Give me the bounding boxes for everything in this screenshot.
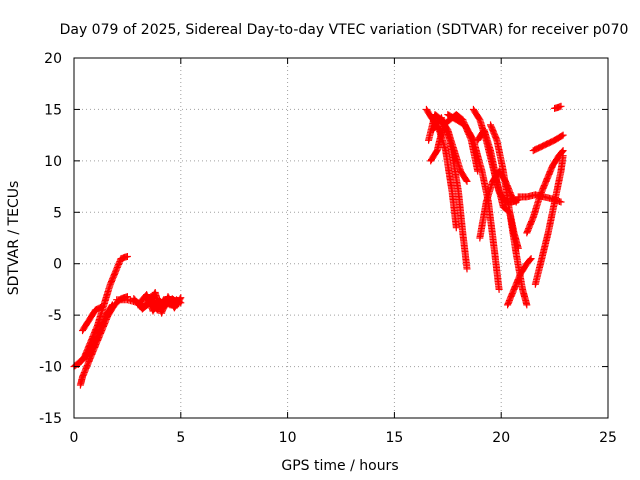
x-tick-label: 10	[279, 430, 297, 446]
y-tick-label: -5	[48, 308, 62, 324]
y-tick-label: -15	[39, 411, 62, 427]
series-10	[429, 114, 471, 273]
series-18	[523, 147, 567, 237]
y-tick-label: 15	[44, 102, 62, 118]
series-19-markers	[531, 152, 567, 288]
series-1-markers	[74, 253, 131, 369]
plot-frame	[73, 57, 609, 419]
series-6-markers	[134, 291, 183, 315]
series-6	[134, 291, 183, 315]
grid-lines	[74, 58, 608, 418]
series-16-markers	[504, 255, 535, 309]
y-tick-label: 0	[53, 257, 62, 273]
x-tick-label: 20	[492, 430, 510, 446]
x-axis-label: GPS time / hours	[281, 458, 398, 474]
series-3	[79, 303, 106, 335]
axis-ticks	[73, 57, 609, 419]
series-10-markers	[429, 114, 471, 273]
series-3-markers	[79, 303, 106, 335]
series-1	[74, 253, 131, 369]
series-15	[487, 121, 531, 309]
series-18-markers	[523, 147, 567, 237]
series-21	[551, 102, 565, 112]
data-points	[70, 102, 567, 389]
series-20	[529, 131, 567, 155]
y-tick-label: 10	[44, 154, 62, 170]
x-tick-label: 5	[176, 430, 185, 446]
x-tick-labels: 0 5 10 15 20 25	[70, 430, 617, 446]
x-tick-label: 15	[385, 430, 403, 446]
x-tick-label: 25	[599, 430, 617, 446]
chart-title: Day 079 of 2025, Sidereal Day-to-day VTE…	[60, 22, 629, 38]
series-2-markers	[76, 293, 131, 389]
series-20-markers	[529, 131, 567, 155]
y-tick-label: 20	[44, 51, 62, 67]
y-tick-label: 5	[53, 205, 62, 221]
y-axis-label: SDTVAR / TECUs	[6, 181, 22, 296]
series-21-markers	[551, 102, 565, 112]
series-19	[531, 152, 567, 288]
series-2	[76, 293, 131, 389]
series-16	[504, 255, 535, 309]
x-tick-label: 0	[70, 430, 79, 446]
y-tick-labels: -15 -10 -5 0 5 10 15 20	[39, 51, 62, 427]
y-tick-label: -10	[39, 360, 62, 376]
series-15-markers	[487, 121, 531, 309]
